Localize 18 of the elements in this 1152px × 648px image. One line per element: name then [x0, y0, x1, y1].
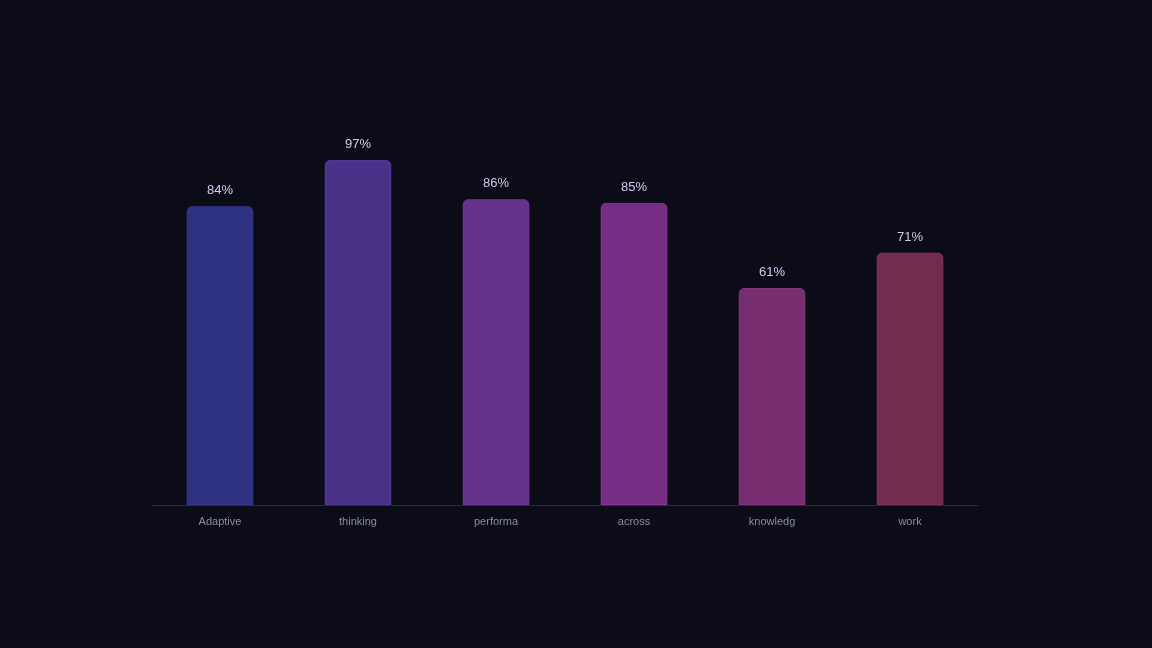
data-label: 86% — [482, 175, 510, 191]
bar — [738, 288, 806, 505]
bar — [324, 160, 392, 505]
bar — [876, 252, 944, 505]
x-tick-label: thinking — [339, 514, 377, 527]
bar — [462, 199, 530, 505]
data-label: 97% — [344, 136, 372, 152]
x-tick-label: performa — [473, 514, 519, 527]
x-tick-label: knowledg — [748, 514, 796, 527]
x-tick-label: Adaptive — [198, 514, 242, 527]
bar — [600, 202, 668, 505]
data-label: 84% — [206, 182, 234, 198]
data-label: 61% — [759, 264, 786, 280]
bar — [186, 206, 254, 505]
data-label: 71% — [897, 228, 924, 244]
data-label: 85% — [620, 178, 648, 194]
x-tick-label: work — [897, 514, 923, 527]
x-tick-label: across — [617, 514, 651, 527]
